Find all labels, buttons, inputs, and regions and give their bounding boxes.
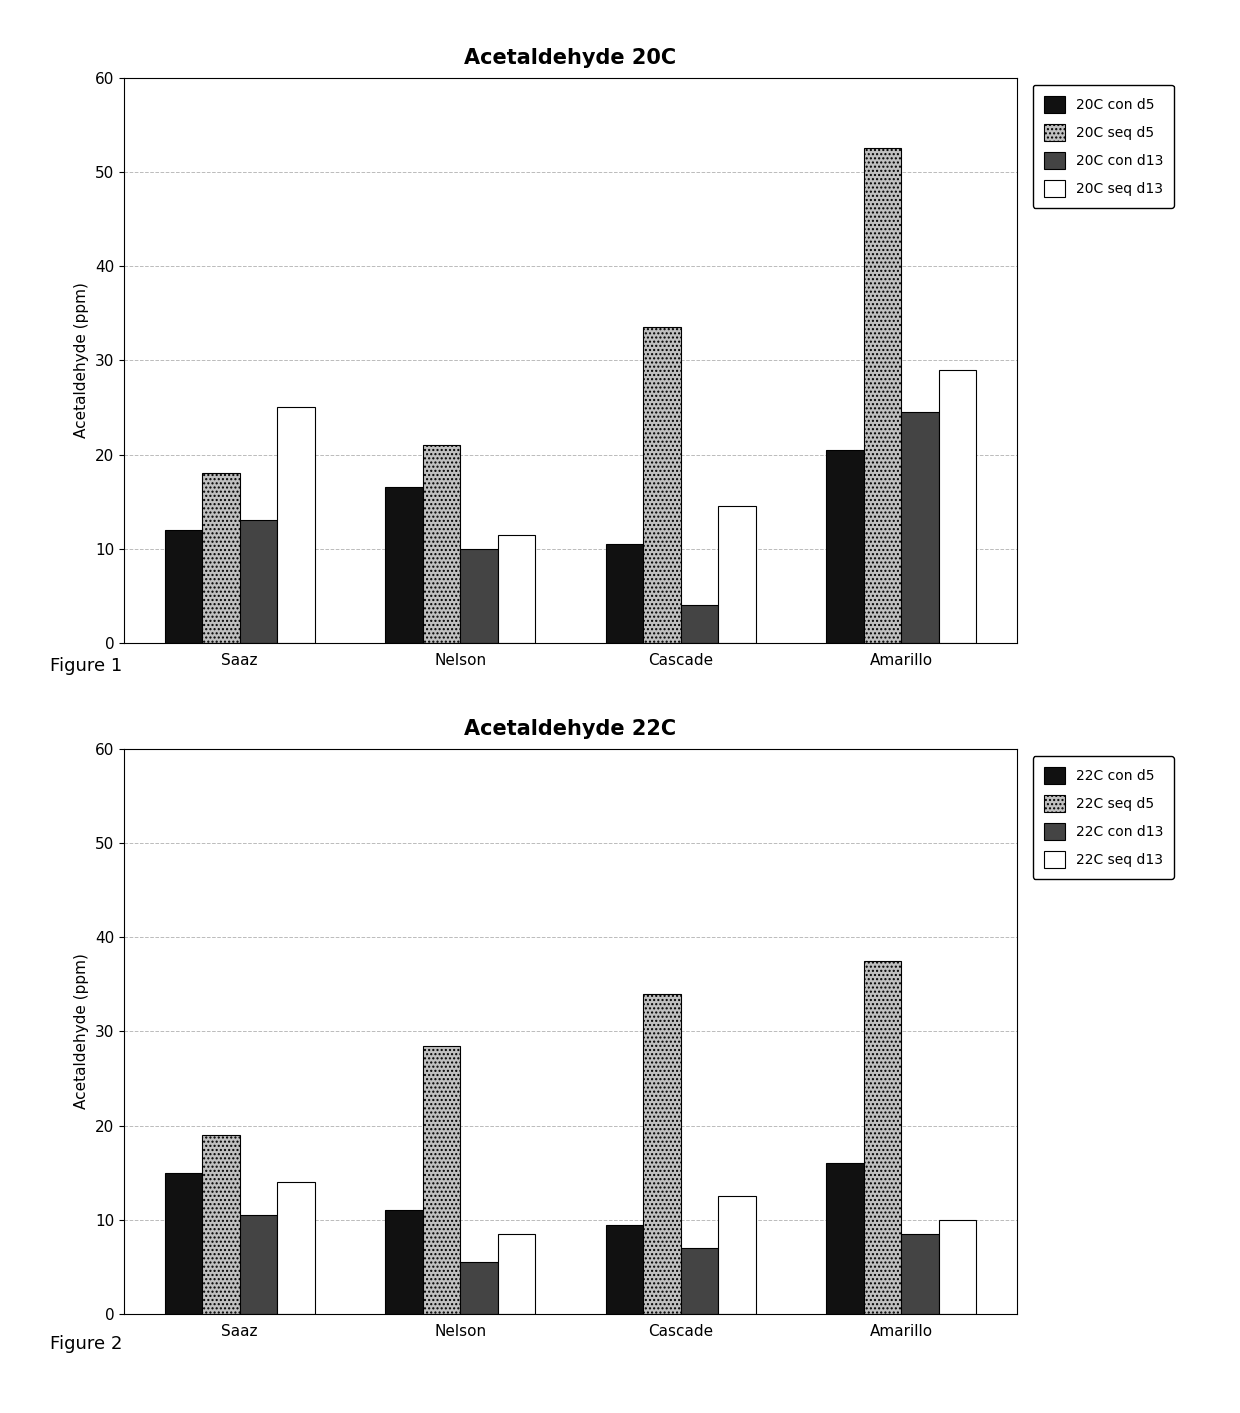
Bar (644, 993, 681, 1314)
Bar (460, 548, 497, 643)
Bar (423, 445, 460, 643)
Bar (864, 148, 901, 643)
Bar (460, 1262, 497, 1314)
Bar (826, 449, 864, 643)
Text: Figure 2: Figure 2 (50, 1335, 122, 1354)
Bar (239, 1215, 277, 1314)
Bar (605, 544, 644, 643)
Bar (681, 605, 718, 643)
Title: Acetaldehyde 20C: Acetaldehyde 20C (464, 48, 677, 68)
Bar (165, 1173, 202, 1314)
Y-axis label: Acetaldehyde (ppm): Acetaldehyde (ppm) (74, 954, 89, 1109)
Bar (386, 1211, 423, 1314)
Legend: 20C con d5, 20C seq d5, 20C con d13, 20C seq d13: 20C con d5, 20C seq d5, 20C con d13, 20C… (1033, 85, 1174, 208)
Bar (901, 1234, 939, 1314)
Bar (826, 1163, 864, 1314)
Bar (239, 520, 277, 643)
Bar (644, 328, 681, 643)
Bar (939, 1219, 976, 1314)
Bar (901, 413, 939, 643)
Bar (605, 1225, 644, 1314)
Bar (718, 506, 755, 643)
Bar (202, 473, 239, 643)
Y-axis label: Acetaldehyde (ppm): Acetaldehyde (ppm) (74, 283, 89, 438)
Bar (277, 1183, 315, 1314)
Bar (277, 407, 315, 643)
Bar (202, 1135, 239, 1314)
Bar (386, 487, 423, 643)
Bar (939, 370, 976, 643)
Bar (497, 534, 536, 643)
Bar (864, 961, 901, 1314)
Bar (681, 1248, 718, 1314)
Legend: 22C con d5, 22C seq d5, 22C con d13, 22C seq d13: 22C con d5, 22C seq d5, 22C con d13, 22C… (1033, 756, 1174, 879)
Bar (497, 1234, 536, 1314)
Bar (165, 530, 202, 643)
Bar (718, 1197, 755, 1314)
Text: Figure 1: Figure 1 (50, 657, 122, 675)
Bar (423, 1046, 460, 1314)
Title: Acetaldehyde 22C: Acetaldehyde 22C (464, 719, 677, 739)
